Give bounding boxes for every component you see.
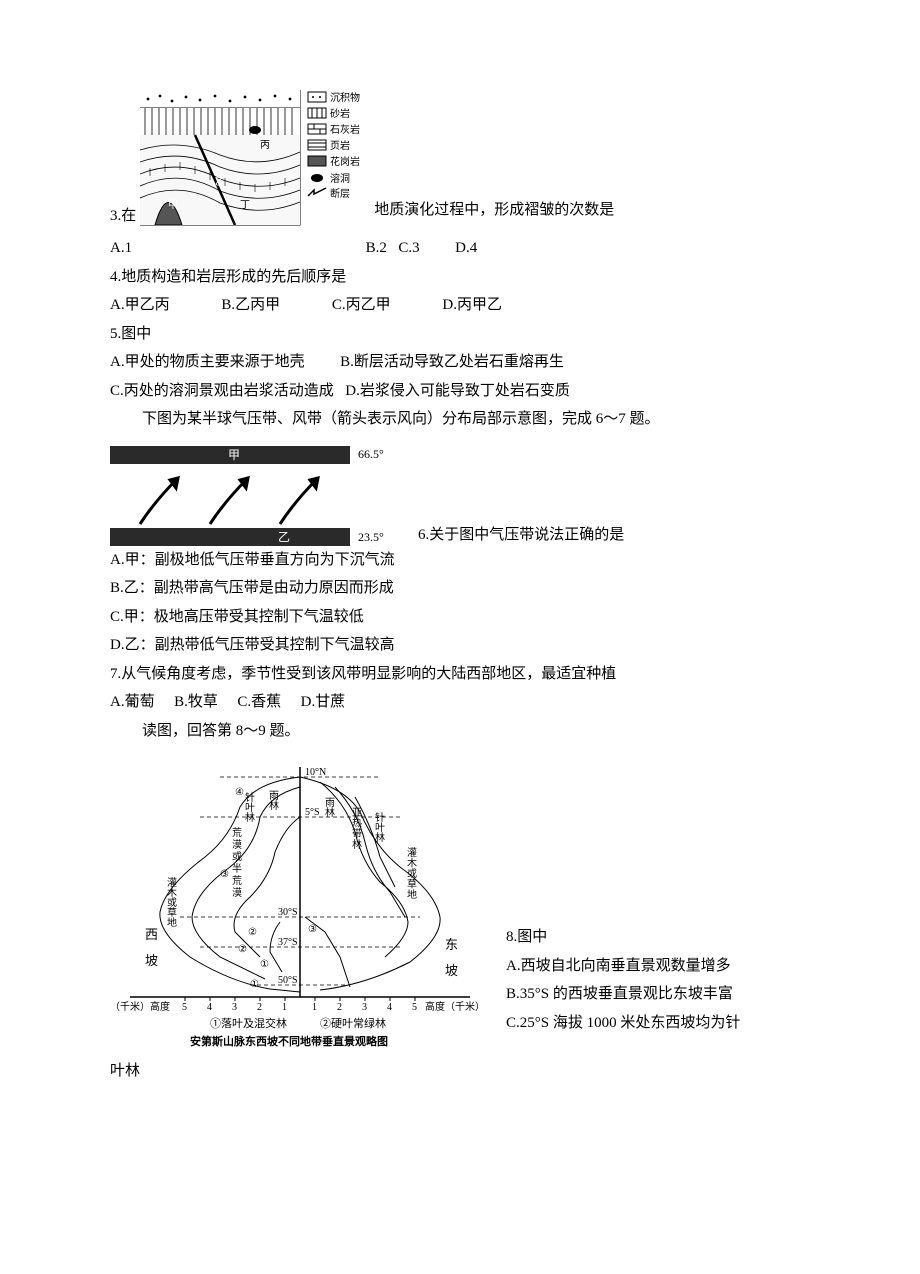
pressure-belt-diagram: 甲 66.5° 乙 23.5°: [110, 446, 410, 546]
q5-opt-a: A.甲处的物质主要来源于地壳: [110, 354, 305, 370]
q5-opts-ab: A.甲处的物质主要来源于地壳 B.断层活动导致乙处岩石重熔再生: [110, 348, 810, 377]
svg-text:乙: 乙: [278, 530, 290, 544]
svg-text:溶洞: 溶洞: [330, 172, 350, 185]
svg-text:针叶林: 针叶林: [373, 811, 385, 843]
svg-text:5: 5: [182, 1002, 187, 1013]
q4-options: A.甲乙丙 B.乙丙甲 C.丙乙甲 D.丙甲乙: [110, 291, 810, 320]
q6-text: 6.关于图中气压带说法正确的是: [410, 523, 624, 546]
q6-opt-b: B.乙：副热带高气压带是由动力原因而形成: [110, 574, 810, 603]
q3-opt-b: B.2: [366, 234, 387, 263]
svg-text:西: 西: [145, 927, 158, 942]
svg-text:37°S: 37°S: [278, 937, 298, 948]
svg-text:4: 4: [207, 1002, 212, 1013]
q4-opt-c: C.丙乙甲: [332, 291, 391, 320]
svg-text:石灰岩: 石灰岩: [330, 123, 360, 136]
svg-text:②: ②: [238, 944, 247, 955]
svg-text:2: 2: [257, 1002, 262, 1013]
svg-text:雨林: 雨林: [323, 797, 335, 818]
q4-opt-a: A.甲乙丙: [110, 291, 170, 320]
q7-opt-a: A.葡萄: [110, 688, 155, 717]
figure-3-row: 10°N 5°S 30°S 37°S 50°S 针叶林 ④ 雨林 ③ 荒漠或: [110, 757, 810, 1057]
q7-options: A.葡萄 B.牧草 C.香蕉 D.甘蔗: [110, 688, 810, 717]
svg-text:②: ②: [248, 927, 257, 938]
q8-opt-c: C.25°S 海拔 1000 米处东西坡均为针: [506, 1009, 810, 1038]
intro-89: 读图，回答第 8～9 题。: [142, 717, 810, 746]
svg-text:3: 3: [362, 1002, 367, 1013]
q8-text: 8.图中: [506, 923, 810, 952]
q7-opt-b: B.牧草: [174, 688, 218, 717]
svg-text:①落叶及混交林: ①落叶及混交林: [210, 1016, 287, 1030]
svg-text:亚热带林: 亚热带林: [350, 807, 362, 850]
figure-2-row: 甲 66.5° 乙 23.5° 6.关于图中气压带说法正确的是: [110, 434, 810, 546]
svg-text:灌木或草地: 灌木或草地: [405, 847, 417, 899]
q7-text: 7.从气候角度考虑，季节性受到该风带明显影响的大陆西部地区，最适宜种植: [110, 660, 810, 689]
svg-text:页岩: 页岩: [330, 139, 350, 152]
svg-text:①: ①: [260, 959, 269, 970]
svg-text:沉积物: 沉积物: [330, 91, 360, 104]
svg-text:丙: 丙: [260, 140, 270, 151]
svg-text:雨林: 雨林: [267, 790, 279, 811]
svg-text:④: ④: [235, 787, 244, 798]
q8-block: 8.图中 A.西坡自北向南垂直景观数量增多 B.35°S 的西坡垂直景观比东坡丰…: [490, 923, 810, 1057]
svg-text:2: 2: [337, 1002, 342, 1013]
svg-text:②硬叶常绿林: ②硬叶常绿林: [320, 1016, 386, 1030]
svg-text:东: 东: [445, 937, 458, 952]
svg-text:坡: 坡: [445, 963, 458, 978]
svg-text:甲: 甲: [168, 200, 178, 211]
q3-prefix: 3.在: [110, 203, 136, 230]
svg-text:③: ③: [308, 924, 317, 935]
svg-text:砂岩: 砂岩: [330, 107, 350, 120]
q8-opt-b: B.35°S 的西坡垂直景观比东坡丰富: [506, 980, 810, 1009]
svg-text:3: 3: [232, 1002, 237, 1013]
svg-text:10°N: 10°N: [305, 767, 326, 778]
q7-opt-c: C.香蕉: [237, 688, 281, 717]
svg-text:坡: 坡: [145, 953, 158, 968]
q6-opt-d: D.乙：副热带低气压带受其控制下气温较高: [110, 631, 810, 660]
q3-suffix: 地质演化过程中，形成褶皱的次数是: [374, 197, 614, 230]
q4-opt-d: D.丙甲乙: [442, 291, 502, 320]
svg-text:荒漠或半荒漠: 荒漠或半荒漠: [230, 827, 242, 898]
intro-67: 下图为某半球气压带、风带（箭头表示风向）分布局部示意图，完成 6～7 题。: [142, 405, 810, 434]
q5-opts-cd: C.丙处的溶洞景观由岩浆活动造成 D.岩浆侵入可能导致丁处岩石变质: [110, 377, 810, 406]
q5-text: 5.图中: [110, 320, 810, 349]
svg-text:③: ③: [220, 869, 229, 880]
svg-text:丁: 丁: [240, 200, 250, 211]
svg-text:1: 1: [312, 1002, 317, 1013]
q5-opt-b: B.断层活动导致乙处岩石重熔再生: [340, 354, 564, 370]
q4-opt-b: B.乙丙甲: [221, 291, 280, 320]
svg-text:断层: 断层: [330, 187, 350, 200]
svg-text:66.5°: 66.5°: [358, 447, 384, 461]
svg-text:甲: 甲: [228, 448, 240, 462]
svg-text:30°S: 30°S: [278, 907, 298, 918]
q4-text: 4.地质构造和岩层形成的先后顺序是: [110, 263, 810, 292]
svg-text:23.5°: 23.5°: [358, 530, 384, 544]
svg-text:5: 5: [412, 1002, 417, 1013]
svg-text:1: 1: [282, 1002, 287, 1013]
q7-opt-d: D.甘蔗: [301, 688, 346, 717]
andes-vertical-zones: 10°N 5°S 30°S 37°S 50°S 针叶林 ④ 雨林 ③ 荒漠或: [110, 757, 490, 1057]
svg-text:①: ①: [250, 979, 259, 990]
svg-text:高度（千米）: 高度（千米）: [425, 1000, 485, 1013]
svg-text:50°S: 50°S: [278, 975, 298, 986]
q3-opt-d: D.4: [455, 234, 477, 263]
q3-opt-c: C.3: [398, 234, 419, 263]
q5-opt-c: C.丙处的溶洞景观由岩浆活动造成: [110, 383, 334, 399]
svg-text:4: 4: [387, 1002, 392, 1013]
q8-opt-c-tail: 叶林: [110, 1057, 810, 1086]
question-3-row: 3.在: [110, 90, 810, 230]
svg-text:安第斯山脉东西坡不同地带垂直景观略图: 安第斯山脉东西坡不同地带垂直景观略图: [190, 1034, 388, 1048]
q6-opt-a: A.甲：副极地低气压带垂直方向为下沉气流: [110, 546, 810, 575]
svg-text:花岗岩: 花岗岩: [330, 155, 360, 168]
q3-opt-a: A.1: [110, 234, 132, 263]
svg-text:5°S: 5°S: [305, 807, 320, 818]
svg-text:乙: 乙: [215, 176, 225, 188]
geology-cross-section: 甲 丙 乙 丁 沉积物 砂岩 石灰岩 页岩 花岗岩 溶洞 断层: [140, 90, 370, 230]
q5-opt-d: D.岩浆侵入可能导致丁处岩石变质: [345, 383, 570, 399]
q3-options: A.1 B.2 C.3 D.4: [110, 234, 810, 263]
q6-opt-c: C.甲：极地高压带受其控制下气温较低: [110, 603, 810, 632]
svg-text:灌木或草地: 灌木或草地: [165, 877, 177, 927]
svg-text:针叶林: 针叶林: [243, 791, 255, 823]
svg-text:（千米）高度: （千米）高度: [110, 1000, 170, 1013]
q8-opt-a: A.西坡自北向南垂直景观数量增多: [506, 952, 810, 981]
